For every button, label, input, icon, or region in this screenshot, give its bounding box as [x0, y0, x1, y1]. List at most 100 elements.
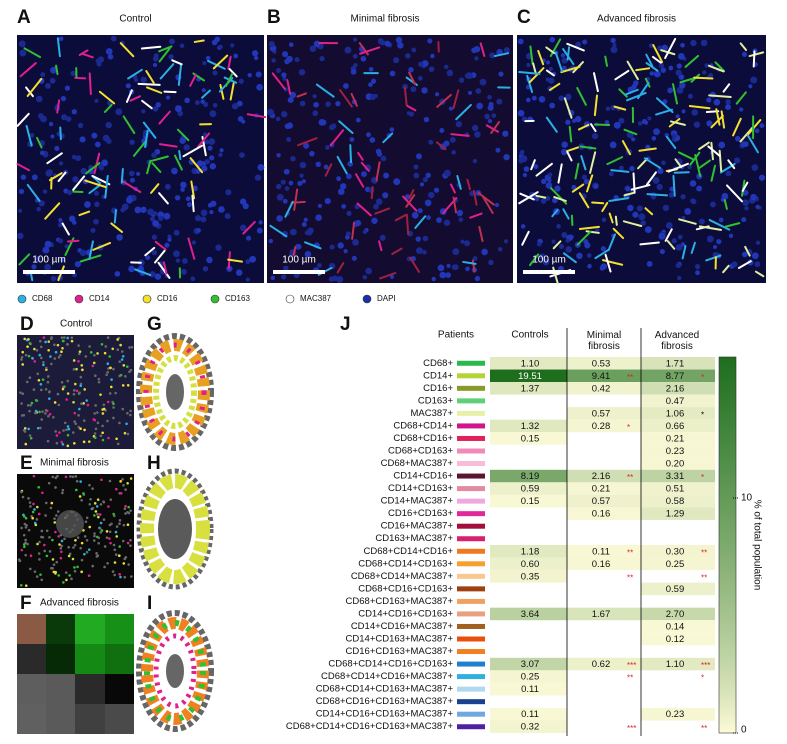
cell-dot — [62, 388, 65, 391]
nucleus — [718, 142, 725, 149]
nucleus — [480, 79, 487, 86]
cell — [694, 78, 712, 79]
nucleus — [690, 40, 696, 46]
cell-dot — [103, 518, 106, 521]
nucleus — [341, 204, 346, 209]
nucleus — [549, 67, 553, 71]
cell-value: 0.42 — [592, 383, 611, 394]
cell-dot — [43, 550, 46, 553]
nucleus — [318, 204, 322, 208]
cell-dot — [55, 514, 58, 517]
cell-dot — [112, 368, 115, 371]
nucleus — [645, 226, 652, 233]
nucleus — [256, 84, 263, 91]
nucleus — [473, 159, 477, 163]
nucleus — [249, 256, 256, 263]
cell-dot — [36, 543, 39, 546]
cell-value: 2.16 — [592, 471, 611, 482]
cell-dot — [61, 336, 64, 339]
cell-dot — [93, 535, 96, 538]
row-label: CD68+CD14+ — [393, 420, 453, 431]
nucleus — [180, 187, 184, 191]
cell-dot — [54, 572, 57, 575]
nucleus — [503, 154, 509, 160]
cell-dot — [36, 373, 39, 376]
nucleus — [489, 102, 494, 107]
nucleus — [329, 276, 334, 281]
cell-dot — [57, 574, 60, 577]
nucleus — [657, 184, 663, 190]
nucleus — [676, 70, 682, 76]
nucleus — [659, 233, 666, 240]
cell-dot — [107, 437, 110, 440]
cell-dot — [109, 524, 112, 527]
nucleus — [302, 179, 306, 183]
cell-dot — [74, 383, 77, 386]
cell — [592, 203, 603, 204]
nucleus — [239, 79, 244, 84]
nucleus — [295, 57, 300, 62]
nucleus — [716, 239, 721, 244]
cell-dot — [115, 488, 118, 491]
cell-dot — [39, 427, 42, 430]
cell-value: 0.58 — [666, 496, 685, 507]
cell-dot — [102, 404, 105, 407]
significance: ** — [627, 573, 633, 582]
cell-value: 2.70 — [666, 609, 685, 620]
nucleus — [475, 276, 480, 281]
cell-value: 1.29 — [666, 509, 685, 520]
nucleus — [423, 177, 428, 182]
cell-dot — [51, 476, 54, 479]
nucleus — [126, 196, 133, 203]
nucleus — [80, 250, 86, 256]
nucleus — [316, 162, 321, 167]
panel-letter: F — [20, 593, 32, 614]
nucleus — [208, 146, 213, 151]
nucleus — [609, 172, 614, 177]
cell-dot — [27, 428, 30, 431]
nucleus — [440, 272, 447, 279]
nucleus — [152, 220, 159, 227]
cell-dot — [104, 352, 107, 355]
nucleus — [336, 176, 341, 181]
nucleus — [465, 267, 470, 272]
cell-dot — [56, 442, 59, 445]
cell-dot — [25, 354, 28, 357]
nucleus — [476, 88, 482, 94]
nucleus — [374, 94, 378, 98]
cell-dot — [53, 563, 56, 566]
cell-dot — [40, 536, 43, 539]
cell-dot — [109, 367, 112, 370]
cell-dot — [117, 443, 120, 446]
nucleus — [502, 131, 508, 137]
cell-dot — [41, 530, 44, 533]
cell-dot — [36, 575, 39, 578]
cell-dot — [26, 381, 29, 384]
nucleus — [559, 95, 565, 101]
cell-dot — [24, 443, 27, 446]
cell-dot — [33, 348, 36, 351]
nucleus — [526, 63, 530, 67]
cell-dot — [98, 378, 101, 381]
nucleus — [59, 37, 64, 42]
nucleus — [59, 161, 63, 165]
cell — [673, 176, 674, 196]
cell-dot — [115, 437, 118, 440]
nucleus — [258, 164, 265, 171]
cell-dot — [97, 422, 100, 425]
row-label: CD163+MAC387+ — [375, 533, 453, 544]
cell-dot — [128, 346, 131, 349]
significance: ** — [627, 674, 633, 683]
cell-dot — [23, 543, 26, 546]
cell-value: 0.11 — [521, 684, 539, 695]
cell-value: 0.53 — [592, 358, 611, 369]
cell-dot — [127, 542, 130, 545]
cell-dot — [118, 522, 121, 525]
nucleus — [562, 57, 568, 63]
nucleus — [297, 181, 302, 186]
cell-dot — [114, 392, 117, 395]
cell-dot — [81, 542, 84, 545]
nucleus — [351, 69, 357, 75]
cell-dot — [123, 364, 126, 367]
